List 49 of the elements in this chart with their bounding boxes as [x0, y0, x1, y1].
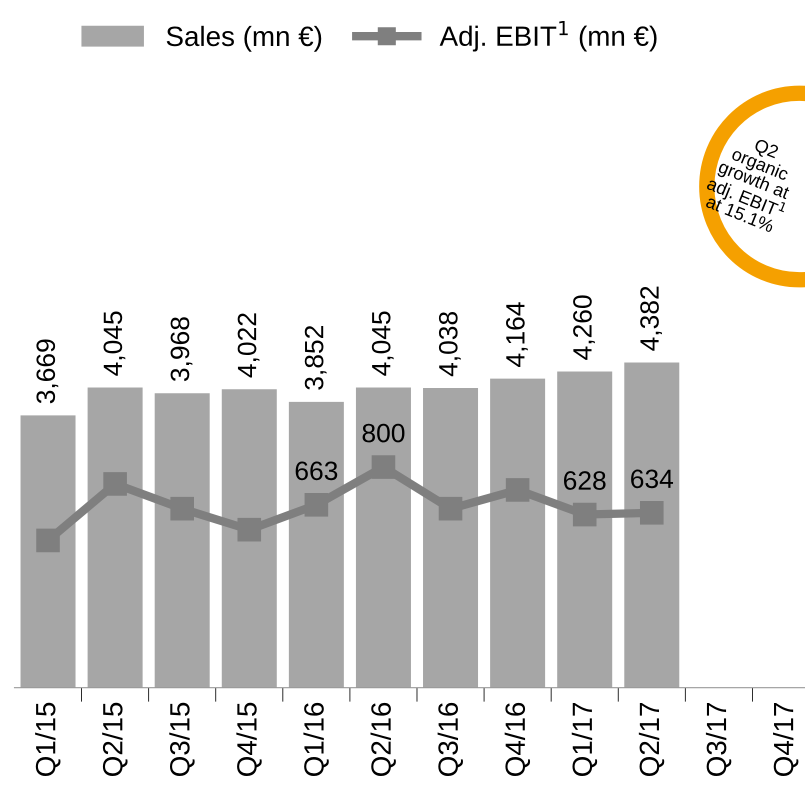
- bar: [20, 415, 76, 688]
- x-tick-label: Q4/15: [236, 702, 262, 776]
- data-label: 800: [362, 424, 404, 442]
- data-label: 4,260: [573, 295, 595, 360]
- data-label: 4,045: [372, 311, 394, 376]
- point: [237, 518, 262, 542]
- point: [572, 502, 597, 526]
- point: [640, 501, 664, 525]
- x-tick-label: Q3/17: [706, 703, 732, 776]
- bar: [88, 387, 143, 688]
- text: Q2 organic growth at adj. EBIT$^{1}$ at 15.1%: [704, 138, 791, 233]
- point: [438, 496, 462, 521]
- point: [36, 528, 60, 552]
- x-tick-label: Q1/15: [35, 702, 60, 776]
- x-tick-label: Q2/15: [102, 702, 128, 776]
- data-label: 4,164: [506, 302, 528, 367]
- bar: [423, 388, 478, 688]
- x-tick-label: Q2/17: [638, 703, 664, 776]
- data-label: 634: [631, 470, 674, 488]
- x-tick-label: Q1/16: [303, 702, 329, 776]
- x-tick-label: Q3/15: [169, 702, 195, 776]
- legend-label: Adj. EBIT$^{1}$ (mn €): [440, 20, 657, 52]
- bar: [154, 393, 210, 688]
- data-label: 4,038: [438, 312, 461, 376]
- x-tick-label: Q3/16: [438, 702, 463, 776]
- data-label: 3,852: [304, 326, 327, 390]
- bar: [490, 378, 546, 688]
- x-tick-label: Q4/16: [504, 702, 530, 776]
- point: [170, 496, 194, 521]
- bar: [557, 372, 612, 688]
- data-label: 628: [564, 471, 606, 490]
- bar: [222, 389, 277, 688]
- x-tick-label: Q2/16: [370, 702, 396, 776]
- point: [506, 478, 530, 502]
- data-label: 3,669: [36, 340, 58, 404]
- data-label: 663: [296, 462, 338, 480]
- x-tick-label: Q4/17: [773, 703, 798, 776]
- bar: [624, 362, 680, 688]
- point: [372, 455, 396, 479]
- x-tick-label: Q1/17: [572, 703, 598, 776]
- data-label: 4,045: [104, 311, 126, 376]
- data-label: 4,022: [238, 313, 260, 378]
- data-label: 4,382: [640, 286, 662, 351]
- point: [103, 472, 127, 496]
- bar: [356, 387, 411, 688]
- point: [304, 493, 328, 517]
- legend-label: Sales (mn €): [166, 26, 322, 52]
- bar: [288, 402, 344, 688]
- data-label: 3,968: [170, 317, 192, 382]
